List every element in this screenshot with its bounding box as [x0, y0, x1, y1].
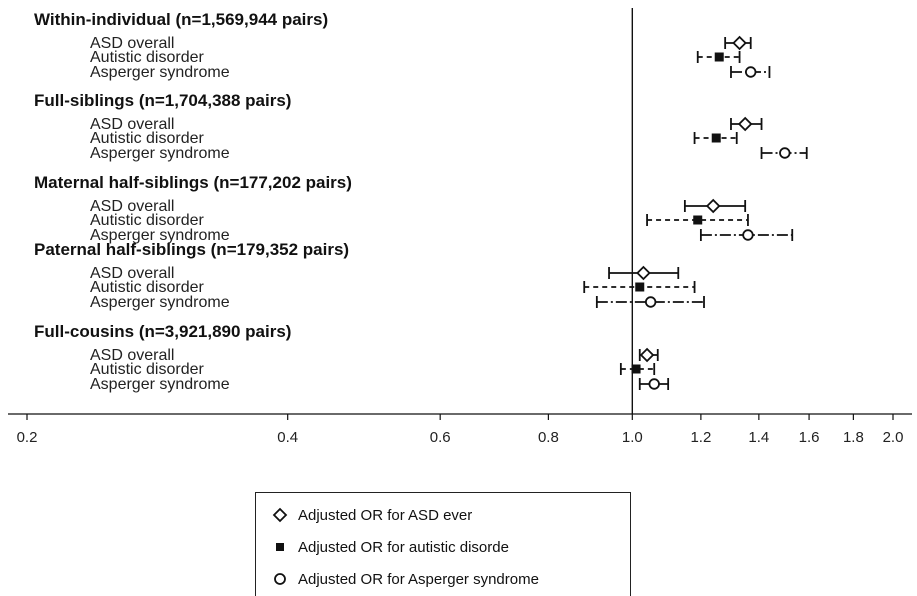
row-label: Autistic disorder [90, 279, 204, 296]
row-label: ASD overall [90, 347, 174, 364]
legend-item-autistic: Adjusted OR for autistic disorde [270, 535, 509, 559]
row-label: Asperger syndrome [90, 376, 230, 393]
x-tick-label: 0.8 [538, 429, 559, 446]
row-label: Autistic disorder [90, 130, 204, 147]
point-marker-circle [648, 378, 660, 390]
row-label: ASD overall [90, 116, 174, 133]
row-label: Autistic disorder [90, 212, 204, 229]
point-marker-square [631, 364, 641, 374]
x-tick-label: 1.2 [690, 429, 711, 446]
hollow-diamond-icon [270, 505, 290, 525]
point-marker-diamond [705, 198, 721, 214]
row-label: Asperger syndrome [90, 64, 230, 81]
point-marker-diamond [737, 116, 753, 132]
x-tick-label: 1.8 [843, 429, 864, 446]
point-marker-diamond [636, 265, 651, 281]
row-label: Asperger syndrome [90, 145, 230, 162]
row-label: ASD overall [90, 265, 174, 282]
x-tick-label: 0.6 [430, 429, 451, 446]
hollow-circle-icon [270, 569, 290, 589]
row-label: ASD overall [90, 35, 174, 52]
point-marker-circle [779, 147, 791, 159]
point-marker-square [714, 52, 724, 62]
point-marker-square [693, 215, 703, 225]
legend: Adjusted OR for ASD ever Adjusted OR for … [255, 492, 631, 596]
legend-item-asd: Adjusted OR for ASD ever [270, 503, 472, 527]
x-tick-label: 0.2 [17, 429, 38, 446]
point-marker-diamond [732, 35, 747, 51]
legend-label: Adjusted OR for Asperger syndrome [298, 570, 539, 588]
point-marker-diamond [639, 347, 655, 363]
row-label: Autistic disorder [90, 49, 204, 66]
group-title: Full-cousins (n=3,921,890 pairs) [34, 322, 291, 341]
point-marker-circle [745, 66, 757, 78]
point-marker-square [635, 282, 645, 292]
point-marker-circle [742, 229, 754, 241]
filled-square-icon [270, 537, 290, 557]
legend-label: Adjusted OR for autistic disorde [298, 538, 509, 556]
row-label: Asperger syndrome [90, 294, 230, 311]
group-title: Full-siblings (n=1,704,388 pairs) [34, 91, 291, 110]
legend-label: Adjusted OR for ASD ever [298, 506, 473, 524]
point-marker-square [711, 133, 721, 143]
row-label: Autistic disorder [90, 361, 204, 378]
group-title: Paternal half-siblings (n=179,352 pairs) [34, 240, 349, 259]
forest-plot: 0.2 0.4 0.6 0.8 1.0 1.2 1.4 1.6 1.8 2.0 Within-ind… [8, 8, 912, 446]
row-label: Asperger syndrome [90, 227, 230, 244]
x-tick-label: 1.0 [622, 429, 643, 446]
point-marker-circle [644, 296, 657, 308]
x-tick-label: 1.4 [748, 429, 769, 446]
group-title: Within-individual (n=1,569,944 pairs) [34, 10, 328, 29]
legend-item-asperger: Adjusted OR for Asperger syndrome [270, 567, 539, 591]
group-title: Maternal half-siblings (n=177,202 pairs) [34, 173, 352, 192]
row-label: ASD overall [90, 198, 174, 215]
x-tick-label: 2.0 [883, 429, 904, 446]
x-tick-label: 0.4 [277, 429, 298, 446]
x-tick-label: 1.6 [799, 429, 820, 446]
